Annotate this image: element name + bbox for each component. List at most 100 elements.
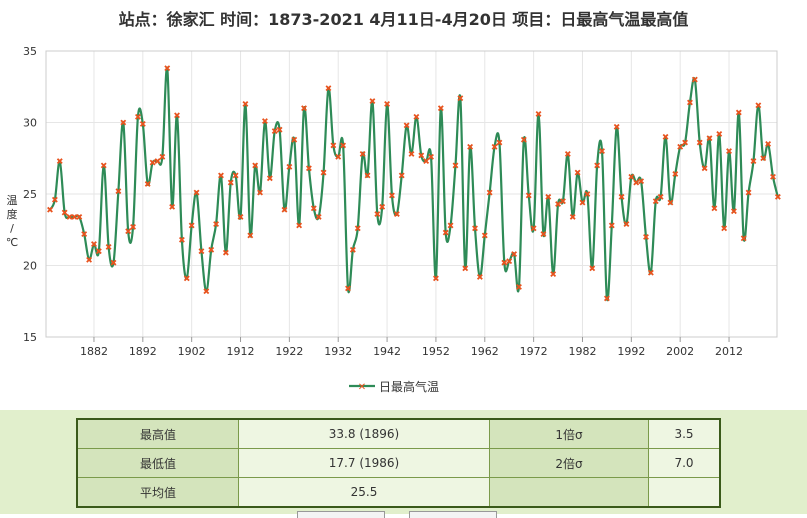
data-point xyxy=(188,222,195,229)
data-point xyxy=(413,113,420,120)
data-point-stroke xyxy=(359,151,366,157)
data-point-stroke xyxy=(345,285,351,292)
data-point-stroke xyxy=(696,139,703,146)
data-point-stroke xyxy=(208,246,215,253)
data-point-stroke xyxy=(379,203,386,210)
legend-marker-swatch: ✕ xyxy=(358,382,366,393)
data-point xyxy=(740,235,747,242)
data-point-stroke xyxy=(403,122,410,129)
min-label: 最低值 xyxy=(76,448,239,478)
data-point xyxy=(183,275,190,282)
data-point-stroke xyxy=(51,196,58,203)
data-point xyxy=(613,123,620,130)
data-point xyxy=(301,105,307,112)
data-point-stroke xyxy=(501,259,508,266)
legend[interactable]: ✕ 日最高气温 xyxy=(349,379,439,394)
action-button[interactable] xyxy=(409,511,497,518)
data-point xyxy=(472,225,478,232)
data-point-stroke xyxy=(213,221,220,227)
data-point-stroke xyxy=(579,199,586,206)
data-point xyxy=(603,295,610,302)
data-point-stroke xyxy=(530,225,537,232)
data-point-stroke xyxy=(188,222,195,229)
data-point xyxy=(325,85,332,92)
data-point xyxy=(608,222,615,229)
data-point xyxy=(198,248,205,255)
data-point-stroke xyxy=(384,100,391,107)
data-point-stroke xyxy=(276,126,283,133)
data-point-stroke xyxy=(393,211,400,217)
x-tick-label: 2002 xyxy=(666,345,694,358)
x-tick-label: 2012 xyxy=(715,345,743,358)
data-point-stroke xyxy=(476,274,483,280)
data-point-stroke xyxy=(667,199,674,206)
data-point xyxy=(418,152,425,159)
action-button[interactable] xyxy=(297,511,385,518)
data-point-stroke xyxy=(369,98,376,104)
data-point-stroke xyxy=(452,162,459,169)
data-point xyxy=(560,198,566,205)
data-point-stroke xyxy=(310,205,317,212)
data-point xyxy=(120,119,127,126)
data-point xyxy=(701,165,708,172)
data-point xyxy=(403,122,410,129)
data-point-stroke xyxy=(491,143,498,150)
data-point-stroke xyxy=(120,119,127,126)
avg-value: 25.5 xyxy=(238,477,490,508)
data-point xyxy=(110,259,117,266)
data-point xyxy=(335,153,342,160)
data-point-stroke xyxy=(550,271,557,278)
data-point xyxy=(154,158,161,165)
data-point-stroke xyxy=(154,158,161,165)
data-point-stroke xyxy=(408,151,415,157)
x-tick-label: 1982 xyxy=(568,345,596,358)
data-point-stroke xyxy=(149,159,156,166)
data-point xyxy=(457,95,464,102)
data-point xyxy=(667,199,674,206)
data-point-stroke xyxy=(281,206,288,213)
data-point-stroke xyxy=(301,105,307,112)
data-point-stroke xyxy=(496,139,503,146)
data-point-stroke xyxy=(330,142,337,149)
data-point xyxy=(125,228,132,235)
data-point-stroke xyxy=(735,109,742,116)
data-point xyxy=(149,159,156,166)
data-point xyxy=(134,113,141,120)
data-point xyxy=(232,172,239,179)
data-point-stroke xyxy=(105,243,112,250)
data-point-stroke xyxy=(389,192,395,199)
data-point xyxy=(369,98,376,104)
data-point-stroke xyxy=(257,189,263,196)
data-point xyxy=(66,213,73,220)
data-point xyxy=(47,206,53,213)
data-point xyxy=(159,153,166,160)
series-markers xyxy=(47,65,781,302)
data-point xyxy=(745,189,752,196)
data-point-stroke xyxy=(643,233,649,240)
data-point xyxy=(271,128,278,135)
data-point-stroke xyxy=(687,99,693,106)
data-point-stroke xyxy=(721,225,728,232)
series-line xyxy=(49,66,779,302)
y-tick-label: 20 xyxy=(23,260,37,273)
x-tick-label: 1922 xyxy=(275,345,303,358)
data-point-stroke xyxy=(599,148,605,155)
data-point-stroke xyxy=(262,118,268,125)
x-tick-label: 1992 xyxy=(617,345,645,358)
data-point-stroke xyxy=(770,173,776,180)
data-point-stroke xyxy=(760,155,767,162)
data-point xyxy=(257,189,263,196)
data-point-stroke xyxy=(481,232,488,239)
data-point-stroke xyxy=(647,269,654,276)
stats-panel: 最高值 33.8 (1896) 1倍σ 3.5 最低值 17.7 (1986) … xyxy=(0,410,807,518)
data-point-stroke xyxy=(457,95,464,102)
data-point xyxy=(628,173,635,180)
data-point-stroke xyxy=(623,221,630,227)
data-point xyxy=(677,143,684,150)
data-point-stroke xyxy=(520,136,527,143)
data-point xyxy=(345,285,351,292)
y-axis-label-char: 温 xyxy=(7,194,18,207)
data-point xyxy=(682,139,689,146)
data-point xyxy=(462,265,469,272)
data-point xyxy=(511,251,518,257)
